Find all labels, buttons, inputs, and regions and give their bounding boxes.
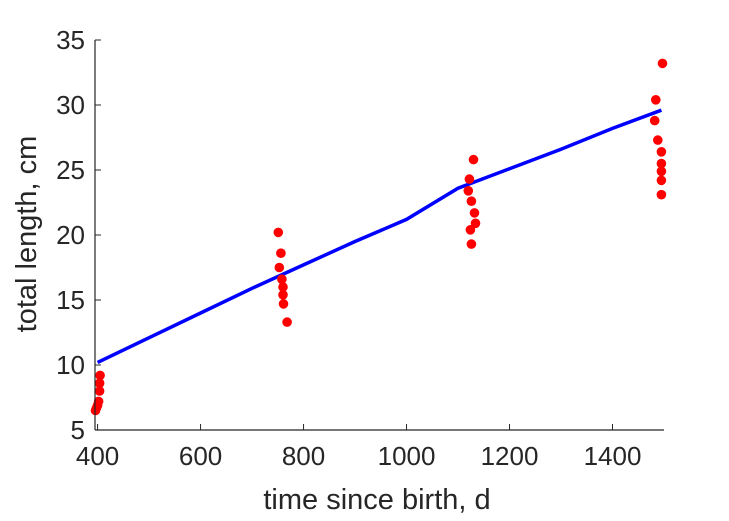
data-point [276,248,286,258]
x-tick-label: 600 [179,441,222,471]
data-point [468,154,479,165]
x-tick-label: 1200 [481,441,539,471]
data-point [278,299,289,309]
data-point [656,175,667,186]
data-point [469,208,480,218]
x-tick-label: 1000 [378,441,436,471]
data-point [465,225,476,235]
data-point [656,166,667,177]
data-point [95,370,105,381]
data-point [657,58,668,69]
data-point [282,317,292,327]
y-tick-label: 10 [56,350,85,380]
x-tick-label: 1400 [584,441,642,471]
data-point [656,158,667,169]
plot-area [90,58,668,416]
y-tick-label: 30 [56,90,85,120]
data-point [466,239,477,249]
y-tick-label: 5 [71,415,85,445]
data-point [93,396,104,407]
y-tick-label: 15 [56,285,85,315]
y-axis-label: total length, cm [11,136,43,333]
axes [94,39,664,431]
y-tick-label: 20 [56,220,85,250]
tick-labels: 400 600 800 1000 1200 1400 5 10 15 20 25 30 35 [56,25,641,471]
data-point [94,378,105,389]
x-tick-label: 800 [282,441,325,471]
data-point [653,135,663,145]
data-point [277,274,287,285]
data-point [466,196,477,206]
data-point [273,227,284,238]
x-tick-label: 400 [76,441,119,471]
data-point [651,95,661,105]
data-point [463,186,474,196]
y-tick-label: 35 [56,25,85,55]
data-point [274,262,285,273]
data-point [649,115,660,126]
data-point [94,386,105,396]
fit-curve [96,108,663,364]
data-point [464,174,475,184]
x-axis-label: time since birth, d [263,484,490,516]
data-point [470,218,481,229]
data-point [278,282,288,292]
data-point [656,147,667,157]
data-point [656,189,667,200]
data-point [278,290,288,300]
y-tick-label: 25 [56,155,85,185]
